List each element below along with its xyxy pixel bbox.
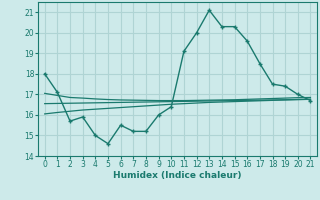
X-axis label: Humidex (Indice chaleur): Humidex (Indice chaleur) xyxy=(113,171,242,180)
